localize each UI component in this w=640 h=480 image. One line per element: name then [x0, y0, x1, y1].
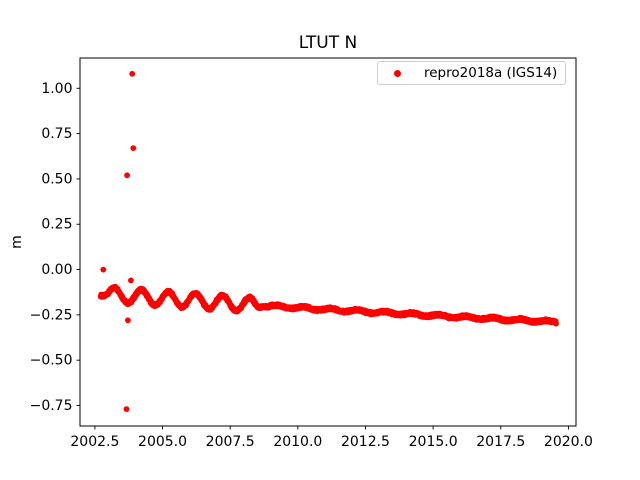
legend-marker-icon	[394, 69, 401, 77]
y-tick-label: 0.50	[41, 171, 72, 187]
scatter-points	[97, 70, 559, 412]
y-tick-label: 0.25	[41, 217, 72, 233]
legend-label: repro2018a (IGS14)	[424, 65, 558, 81]
y-tick-label: −0.75	[30, 398, 73, 414]
y-tick-label: 0.00	[41, 262, 72, 278]
y-tick-label: −0.25	[30, 307, 73, 323]
x-tick-label: 2017.5	[476, 434, 525, 450]
x-tick-label: 2005.0	[138, 434, 187, 450]
x-tick-label: 2002.5	[70, 434, 119, 450]
legend: repro2018a (IGS14)	[377, 61, 566, 85]
y-tick-label: −0.50	[30, 353, 73, 369]
y-tick-label: 1.00	[41, 81, 72, 97]
axes-spines	[79, 57, 577, 427]
y-tick-label: 0.75	[41, 126, 72, 142]
chart-title: LTUT N	[298, 33, 358, 53]
x-tick-label: 2012.5	[341, 434, 390, 450]
x-tick-label: 2015.0	[409, 434, 458, 450]
x-tick-label: 2010.0	[273, 434, 322, 450]
x-tick-label: 2020.0	[544, 434, 593, 450]
x-tick-label: 2007.5	[206, 434, 255, 450]
